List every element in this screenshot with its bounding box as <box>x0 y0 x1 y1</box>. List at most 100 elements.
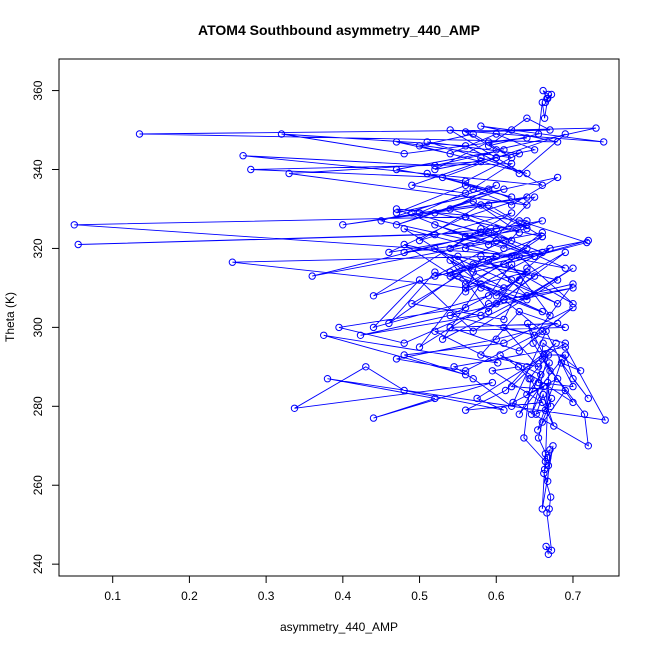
data-point <box>488 367 497 375</box>
data-point <box>538 355 546 363</box>
data-point <box>552 339 560 347</box>
data-point <box>584 236 592 245</box>
data-point <box>507 126 516 134</box>
data-point <box>515 252 523 260</box>
data-point <box>544 378 552 387</box>
data-point <box>540 382 548 391</box>
data-point <box>461 232 470 241</box>
data-point <box>454 252 462 260</box>
data-point <box>541 98 550 107</box>
data-point <box>530 193 539 201</box>
y-tick-label: 300 <box>31 317 45 337</box>
data-point <box>523 225 531 233</box>
data-point <box>446 244 454 253</box>
chart-title: ATOM4 Southbound asymmetry_440_AMP <box>198 22 480 38</box>
data-point <box>500 406 508 414</box>
data-point <box>538 248 546 257</box>
data-point <box>525 375 533 383</box>
data-point <box>461 406 470 414</box>
data-point <box>408 181 416 190</box>
data-point <box>484 292 493 300</box>
data-point <box>461 142 470 150</box>
data-point <box>423 138 431 146</box>
data-point <box>540 351 548 359</box>
data-point <box>527 410 536 418</box>
data-point <box>569 284 577 292</box>
data-point <box>385 248 393 257</box>
data-point <box>492 292 500 300</box>
data-point <box>484 185 493 193</box>
data-point <box>561 351 569 359</box>
data-point <box>524 319 532 328</box>
data-point <box>461 284 470 292</box>
data-point <box>569 264 577 272</box>
data-point <box>400 351 408 359</box>
x-axis-label: asymmetry_440_AMP <box>280 620 398 634</box>
data-point <box>492 154 500 162</box>
data-point <box>469 327 477 335</box>
data-point <box>501 386 510 395</box>
y-tick-label: 240 <box>31 554 45 574</box>
data-point <box>523 201 531 209</box>
data-point <box>507 260 516 268</box>
data-point <box>431 394 439 403</box>
data-point <box>515 169 523 178</box>
data-point <box>553 173 562 182</box>
data-point <box>546 244 554 253</box>
data-point <box>392 205 401 213</box>
data-point <box>530 272 539 280</box>
data-point <box>461 128 470 136</box>
data-point <box>538 98 546 107</box>
data-point <box>539 339 547 347</box>
data-point <box>523 169 531 178</box>
data-point <box>539 86 547 95</box>
data-point <box>454 272 462 280</box>
x-tick-label: 0.7 <box>565 589 582 603</box>
data-point <box>523 193 531 201</box>
data-point <box>507 209 516 217</box>
data-point <box>477 154 485 162</box>
data-point <box>484 142 493 150</box>
data-point <box>239 152 247 160</box>
data-point <box>544 90 553 99</box>
data-point <box>523 296 531 304</box>
data-point <box>492 335 500 343</box>
data-point <box>277 130 286 138</box>
data-point <box>546 311 554 320</box>
data-point <box>461 303 470 312</box>
data-point <box>446 126 454 134</box>
data-point <box>530 331 539 339</box>
data-point <box>515 410 523 418</box>
data-point <box>534 434 543 442</box>
data-point <box>547 546 556 554</box>
data-point <box>461 213 470 221</box>
data-point <box>530 252 539 260</box>
data-point <box>362 363 370 371</box>
data-point <box>492 300 500 308</box>
data-point <box>561 386 569 395</box>
data-point <box>392 355 401 363</box>
data-point <box>534 363 543 371</box>
data-point <box>438 173 447 182</box>
data-point <box>477 157 485 166</box>
data-point <box>546 367 554 375</box>
series-line <box>74 90 607 555</box>
data-point <box>74 240 82 249</box>
data-point <box>544 453 552 462</box>
data-point <box>392 209 401 217</box>
data-point <box>538 398 546 407</box>
data-point <box>500 260 508 268</box>
data-point <box>514 363 523 371</box>
data-point <box>431 165 439 174</box>
data-point <box>500 236 508 245</box>
data-point <box>477 311 485 320</box>
data-point <box>446 323 454 332</box>
data-point <box>540 469 548 478</box>
data-point <box>477 201 485 209</box>
data-point <box>515 217 523 225</box>
data-point <box>500 244 508 253</box>
data-point <box>400 248 408 257</box>
data-point <box>523 244 531 253</box>
data-point <box>530 146 539 154</box>
data-point <box>400 240 408 249</box>
